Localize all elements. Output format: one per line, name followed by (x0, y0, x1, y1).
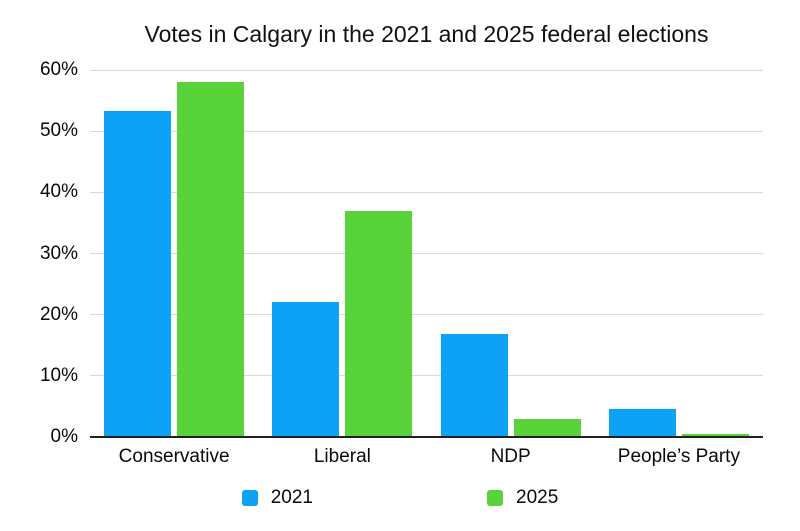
y-tick-label: 50% (39, 120, 78, 142)
y-tick-label: 40% (39, 181, 78, 203)
bar-2025-NDP (513, 418, 581, 437)
x-tick-label: People’s Party (617, 446, 740, 467)
legend-label: 2025 (516, 487, 559, 508)
y-tick-label: 10% (39, 364, 78, 386)
bar-2025-Liberal (345, 210, 413, 437)
bar-2025-Conservative (177, 82, 245, 437)
y-tick-label: 20% (39, 303, 78, 325)
x-axis-line (90, 436, 763, 438)
y-tick-label: 0% (50, 426, 78, 447)
y-tick-label: 60% (39, 59, 78, 80)
bar-2021-NDP (440, 334, 508, 437)
x-tick-label: Liberal (313, 446, 371, 467)
bar-2025-People’s Party (681, 433, 749, 437)
bar-2021-Conservative (104, 110, 172, 437)
gridline-60 (90, 69, 763, 71)
gridline-20 (90, 314, 763, 316)
gridline-50 (90, 130, 763, 132)
legend-swatch-2021 (241, 490, 258, 506)
legend-item-2021: 2021 (241, 487, 313, 509)
legend: 2021 2025 (0, 487, 800, 509)
x-tick-label: NDP (490, 446, 531, 467)
gridline-40 (90, 191, 763, 193)
legend-swatch-2025 (487, 490, 503, 506)
x-tick-label: Conservative (118, 446, 230, 467)
legend-item-2025: 2025 (487, 487, 558, 509)
gridline-10 (90, 375, 763, 377)
chart-title: Votes in Calgary in the 2021 and 2025 fe… (144, 21, 709, 47)
plot-area: 0% 10% 20% 30% 40% 50% 60% Conservative Liberal… (40, 59, 763, 467)
bar-2021-People’s Party (608, 408, 676, 437)
y-tick-label: 30% (39, 242, 78, 264)
gridline-30 (90, 253, 763, 254)
bar-2021-Liberal (272, 302, 340, 437)
legend-label: 2021 (270, 487, 313, 508)
